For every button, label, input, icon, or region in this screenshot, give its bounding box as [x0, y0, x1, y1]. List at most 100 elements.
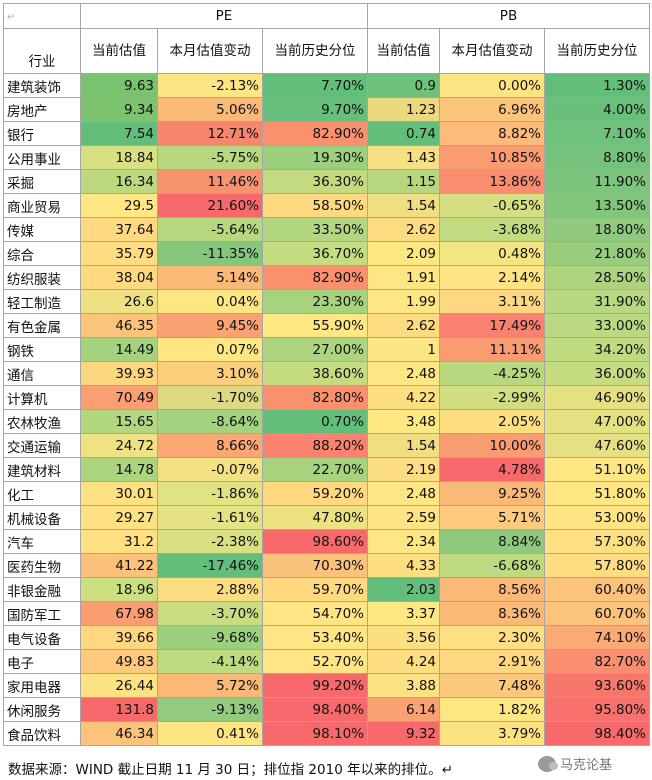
value-cell: 59.70%: [262, 577, 368, 602]
value-cell: 47.60%: [544, 433, 650, 458]
value-cell: 8.56%: [439, 577, 545, 602]
value-cell: -1.61%: [157, 505, 263, 530]
value-cell: 37.64: [80, 217, 158, 242]
wechat-icon: [538, 755, 558, 772]
industry-name: 机械设备: [3, 505, 81, 530]
industry-name: 通信: [3, 361, 81, 386]
value-cell: -3.68%: [439, 217, 545, 242]
value-cell: 2.88%: [157, 577, 263, 602]
value-cell: 14.78: [80, 457, 158, 482]
industry-name: 家用电器: [3, 673, 81, 698]
table-row: 商业贸易 29.5 21.60% 58.50% 1.54 -0.65% 13.50%: [3, 193, 650, 218]
value-cell: 38.60%: [262, 361, 368, 386]
value-cell: 67.98: [80, 601, 158, 626]
value-cell: 58.50%: [262, 193, 368, 218]
value-cell: 5.72%: [157, 673, 263, 698]
industry-name: 房地产: [3, 97, 81, 122]
value-cell: 4.33: [367, 553, 440, 578]
value-cell: 11.46%: [157, 169, 263, 194]
value-cell: -1.70%: [157, 385, 263, 410]
value-cell: -0.07%: [157, 457, 263, 482]
industry-name: 传媒: [3, 217, 81, 242]
value-cell: 2.19: [367, 457, 440, 482]
value-cell: 46.35: [80, 313, 158, 338]
pb-group-header: PB: [367, 3, 650, 29]
value-cell: 16.34: [80, 169, 158, 194]
value-cell: 4.78%: [439, 457, 545, 482]
value-cell: 49.83: [80, 649, 158, 674]
value-cell: 33.50%: [262, 217, 368, 242]
value-cell: 39.93: [80, 361, 158, 386]
value-cell: 9.25%: [439, 481, 545, 506]
value-cell: 1.30%: [544, 73, 650, 98]
table-row: 房地产 9.34 5.06% 9.70% 1.23 6.96% 4.00%: [3, 97, 650, 122]
value-cell: 7.48%: [439, 673, 545, 698]
value-cell: 7.54: [80, 121, 158, 146]
value-cell: 9.32: [367, 721, 440, 746]
value-cell: 2.09: [367, 241, 440, 266]
value-cell: 29.5: [80, 193, 158, 218]
value-cell: 11.11%: [439, 337, 545, 362]
value-cell: 8.36%: [439, 601, 545, 626]
value-cell: 1.99: [367, 289, 440, 314]
value-cell: 38.04: [80, 265, 158, 290]
table-row: 家用电器 26.44 5.72% 99.20% 3.88 7.48% 93.60%: [3, 673, 650, 698]
industry-name: 休闲服务: [3, 697, 81, 722]
value-cell: 3.37: [367, 601, 440, 626]
table-row: 银行 7.54 12.71% 82.90% 0.74 8.82% 7.10%: [3, 121, 650, 146]
value-cell: 5.71%: [439, 505, 545, 530]
value-cell: 28.50%: [544, 265, 650, 290]
value-cell: 55.90%: [262, 313, 368, 338]
value-cell: 4.22: [367, 385, 440, 410]
table-row: 食品饮料 46.34 0.41% 98.10% 9.32 3.79% 98.40%: [3, 721, 650, 746]
value-cell: 10.00%: [439, 433, 545, 458]
value-cell: 1.54: [367, 193, 440, 218]
value-cell: 0.41%: [157, 721, 263, 746]
header-pe-value: 当前估值: [80, 28, 158, 74]
value-cell: 131.8: [80, 697, 158, 722]
value-cell: -9.68%: [157, 625, 263, 650]
value-cell: 2.62: [367, 217, 440, 242]
industry-name: 纺织服装: [3, 265, 81, 290]
value-cell: 0.48%: [439, 241, 545, 266]
value-cell: 70.30%: [262, 553, 368, 578]
corner-mark: ↵: [7, 12, 16, 23]
header-pe-change: 本月估值变动: [157, 28, 263, 74]
value-cell: 26.6: [80, 289, 158, 314]
value-cell: 27.00%: [262, 337, 368, 362]
table-row: 非银金融 18.96 2.88% 59.70% 2.03 8.56% 60.40%: [3, 577, 650, 602]
value-cell: 98.40%: [544, 721, 650, 746]
value-cell: -6.68%: [439, 553, 545, 578]
table-row: 建筑材料 14.78 -0.07% 22.70% 2.19 4.78% 51.10%: [3, 457, 650, 482]
industry-name: 汽车: [3, 529, 81, 554]
value-cell: 31.90%: [544, 289, 650, 314]
value-cell: 3.88: [367, 673, 440, 698]
value-cell: 9.63: [80, 73, 158, 98]
table-row: 纺织服装 38.04 5.14% 82.90% 1.91 2.14% 28.50%: [3, 265, 650, 290]
column-header-row: 行业 当前估值 本月估值变动 当前历史分位 当前估值 本月估值变动 当前历史分位: [3, 28, 650, 74]
table-row: 通信 39.93 3.10% 38.60% 2.48 -4.25% 36.00%: [3, 361, 650, 386]
value-cell: 46.34: [80, 721, 158, 746]
industry-name: 商业贸易: [3, 193, 81, 218]
value-cell: -4.25%: [439, 361, 545, 386]
value-cell: 23.30%: [262, 289, 368, 314]
industry-name: 农林牧渔: [3, 409, 81, 434]
table-row: 有色金属 46.35 9.45% 55.90% 2.62 17.49% 33.00%: [3, 313, 650, 338]
value-cell: 1.15: [367, 169, 440, 194]
value-cell: 12.71%: [157, 121, 263, 146]
value-cell: 19.30%: [262, 145, 368, 170]
value-cell: 8.84%: [439, 529, 545, 554]
value-cell: 9.34: [80, 97, 158, 122]
industry-name: 银行: [3, 121, 81, 146]
table-row: 机械设备 29.27 -1.61% 47.80% 2.59 5.71% 53.00%: [3, 505, 650, 530]
value-cell: 95.80%: [544, 697, 650, 722]
value-cell: 17.49%: [439, 313, 545, 338]
value-cell: 13.86%: [439, 169, 545, 194]
value-cell: 26.44: [80, 673, 158, 698]
value-cell: 60.40%: [544, 577, 650, 602]
industry-name: 化工: [3, 481, 81, 506]
table-row: 医药生物 41.22 -17.46% 70.30% 4.33 -6.68% 57.80%: [3, 553, 650, 578]
value-cell: 3.48: [367, 409, 440, 434]
industry-name: 食品饮料: [3, 721, 81, 746]
value-cell: 47.80%: [262, 505, 368, 530]
